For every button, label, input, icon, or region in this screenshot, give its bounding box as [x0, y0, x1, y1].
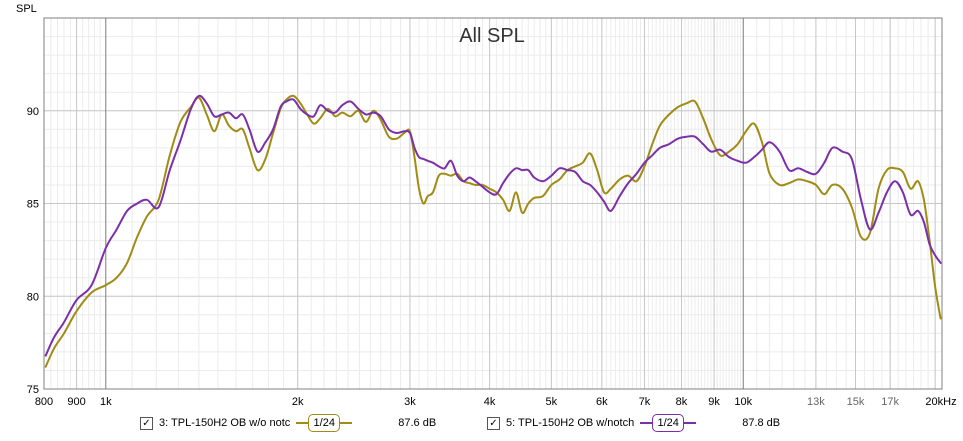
series-5-smoothing-value: 1/24	[652, 414, 685, 432]
series-line-5	[44, 94, 942, 357]
y-axis-label: SPL	[16, 3, 37, 15]
legend-item-series-3: ✓ 3: TPL-150H2 OB w/o notc 1/24 87.6 dB	[140, 413, 436, 433]
series-3-checkbox[interactable]: ✓	[140, 416, 153, 430]
x-tick-label: 3k	[404, 396, 416, 408]
series-5-checkbox[interactable]: ✓	[487, 416, 500, 430]
x-tick-label: 8k	[676, 396, 688, 408]
series-5-label: 5: TPL-150H2 OB w/notch	[506, 417, 635, 429]
x-tick-label: 4k	[484, 396, 496, 408]
x-tick-label: 10k	[734, 396, 752, 408]
chart-title: All SPL	[459, 25, 525, 47]
series-3-smoothing-control[interactable]: 1/24	[296, 413, 353, 433]
x-tick-label: 900	[67, 396, 85, 408]
x-tick-label: 7k	[639, 396, 651, 408]
y-tick-label: 80	[27, 291, 39, 303]
series-3-label: 3: TPL-150H2 OB w/o notc	[159, 417, 291, 429]
x-tick-label: 15k	[847, 396, 865, 408]
series-3-level: 87.6 dB	[398, 417, 437, 429]
x-tick-label: 20kHz	[925, 396, 956, 408]
x-tick-label: 800	[35, 396, 53, 408]
x-tick-label: 5k	[546, 396, 558, 408]
y-tick-label: 90	[27, 106, 39, 118]
x-tick-label: 13k	[807, 396, 825, 408]
y-tick-label: 75	[27, 384, 39, 396]
series-3-smoothing-value: 1/24	[308, 414, 341, 432]
series-5-smoothing-control[interactable]: 1/24	[640, 413, 697, 433]
chart-grid	[43, 17, 942, 390]
legend-item-series-5: ✓ 5: TPL-150H2 OB w/notch 1/24 87.8 dB	[487, 413, 780, 433]
chart-axes: 75 80 85 90 800 900 1k 2k 3k 4k 5k 6k 7k 8k 9k 10k 13k 15…	[27, 17, 957, 408]
series-5-level: 87.8 dB	[742, 417, 781, 429]
plot-frame	[43, 17, 943, 390]
x-tick-label: 6k	[596, 396, 608, 408]
x-tick-label: 1k	[100, 396, 112, 408]
series-line-3	[44, 94, 942, 368]
chart-series	[44, 94, 942, 368]
y-tick-label: 85	[27, 199, 39, 211]
x-tick-label: 2k	[292, 396, 304, 408]
x-tick-label: 9k	[708, 396, 720, 408]
x-tick-label: 17k	[881, 396, 899, 408]
